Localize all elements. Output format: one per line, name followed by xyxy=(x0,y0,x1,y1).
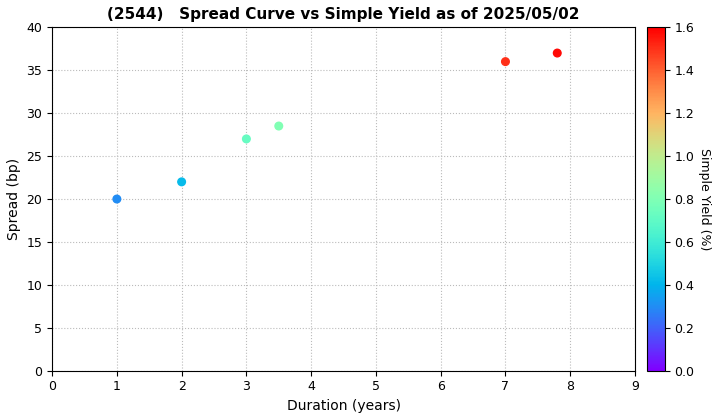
Point xyxy=(552,50,563,56)
Y-axis label: Spread (bp): Spread (bp) xyxy=(7,158,21,240)
Point xyxy=(176,178,187,185)
Title: (2544)   Spread Curve vs Simple Yield as of 2025/05/02: (2544) Spread Curve vs Simple Yield as o… xyxy=(107,7,580,22)
Point xyxy=(240,136,252,142)
Point xyxy=(273,123,284,129)
Point xyxy=(111,196,122,202)
X-axis label: Duration (years): Duration (years) xyxy=(287,399,400,413)
Y-axis label: Simple Yield (%): Simple Yield (%) xyxy=(698,148,711,250)
Point xyxy=(500,58,511,65)
